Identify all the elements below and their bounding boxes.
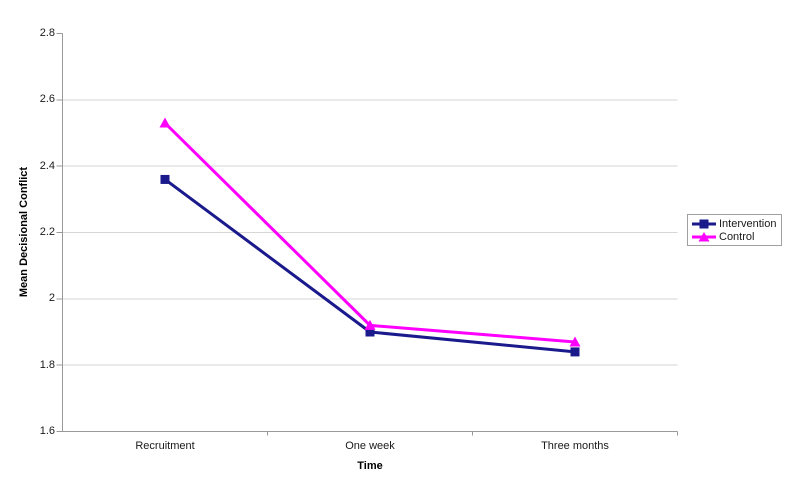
x-category-label-one-week: One week xyxy=(345,440,395,452)
y-tick-label: 2.8 xyxy=(39,27,55,39)
y-tick-label: 2.4 xyxy=(39,159,55,172)
y-tick-label: 1.8 xyxy=(39,358,55,371)
legend-item-control: Control xyxy=(691,230,781,243)
legend-item-intervention: Intervention xyxy=(691,217,781,230)
x-category-label-recruitment: Recruitment xyxy=(135,440,195,452)
y-tick-label: 1.6 xyxy=(39,425,55,437)
y-tick-label: 2.6 xyxy=(39,93,55,106)
legend-label-control: Control xyxy=(719,230,755,243)
legend-label-intervention: Intervention xyxy=(719,217,777,230)
x-category-label-three-months: Three months xyxy=(541,440,609,452)
y-tick-label: 2.2 xyxy=(39,226,55,238)
y-tick-label: 2 xyxy=(48,292,55,305)
control-series-marker-icon xyxy=(692,231,716,241)
intervention-series-marker-icon xyxy=(692,219,716,228)
x-axis-title: Time xyxy=(357,460,383,472)
legend: Intervention Control xyxy=(687,214,782,246)
